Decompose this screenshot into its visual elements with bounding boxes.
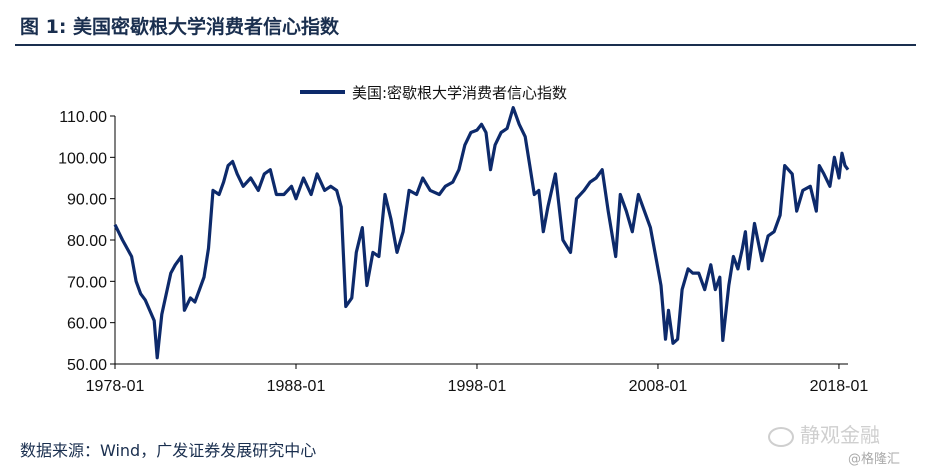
series-line bbox=[113, 106, 850, 360]
x-tick-label: 2008-01 bbox=[629, 378, 688, 395]
watermark-site: @格隆汇 bbox=[848, 452, 901, 467]
legend-label: 美国:密歇根大学消费者信心指数 bbox=[352, 84, 567, 102]
x-tick-label: 1998-01 bbox=[448, 378, 507, 395]
x-axis: 1978-01 1988-01 1998-01 2008-01 2018-01 bbox=[86, 363, 869, 395]
y-axis: 50.00 60.00 70.00 80.00 90.00 100.00 110.00 bbox=[58, 109, 116, 374]
title-divider bbox=[15, 44, 916, 46]
series-group bbox=[113, 106, 850, 360]
y-tick-label: 70.00 bbox=[67, 274, 107, 291]
wechat-icon bbox=[768, 426, 794, 447]
x-tick-label: 1988-01 bbox=[267, 378, 326, 395]
y-tick-label: 90.00 bbox=[67, 192, 107, 209]
y-tick-label: 100.00 bbox=[58, 150, 107, 167]
watermark-brand: 静观金融 bbox=[768, 419, 880, 448]
y-tick-label: 60.00 bbox=[67, 316, 107, 333]
x-tick-label: 2018-01 bbox=[810, 378, 869, 395]
y-tick-label: 110.00 bbox=[59, 109, 107, 126]
chart-title: 图 1: 美国密歇根大学消费者信心指数 bbox=[20, 16, 340, 38]
legend: 美国:密歇根大学消费者信心指数 bbox=[300, 84, 567, 102]
y-tick-label: 80.00 bbox=[67, 233, 107, 250]
watermark-brand-text: 静观金融 bbox=[800, 423, 880, 447]
x-tick-label: 1978-01 bbox=[86, 378, 145, 395]
source-note: 数据来源：Wind，广发证券发展研究中心 bbox=[20, 441, 317, 460]
y-tick-label: 50.00 bbox=[67, 357, 107, 374]
